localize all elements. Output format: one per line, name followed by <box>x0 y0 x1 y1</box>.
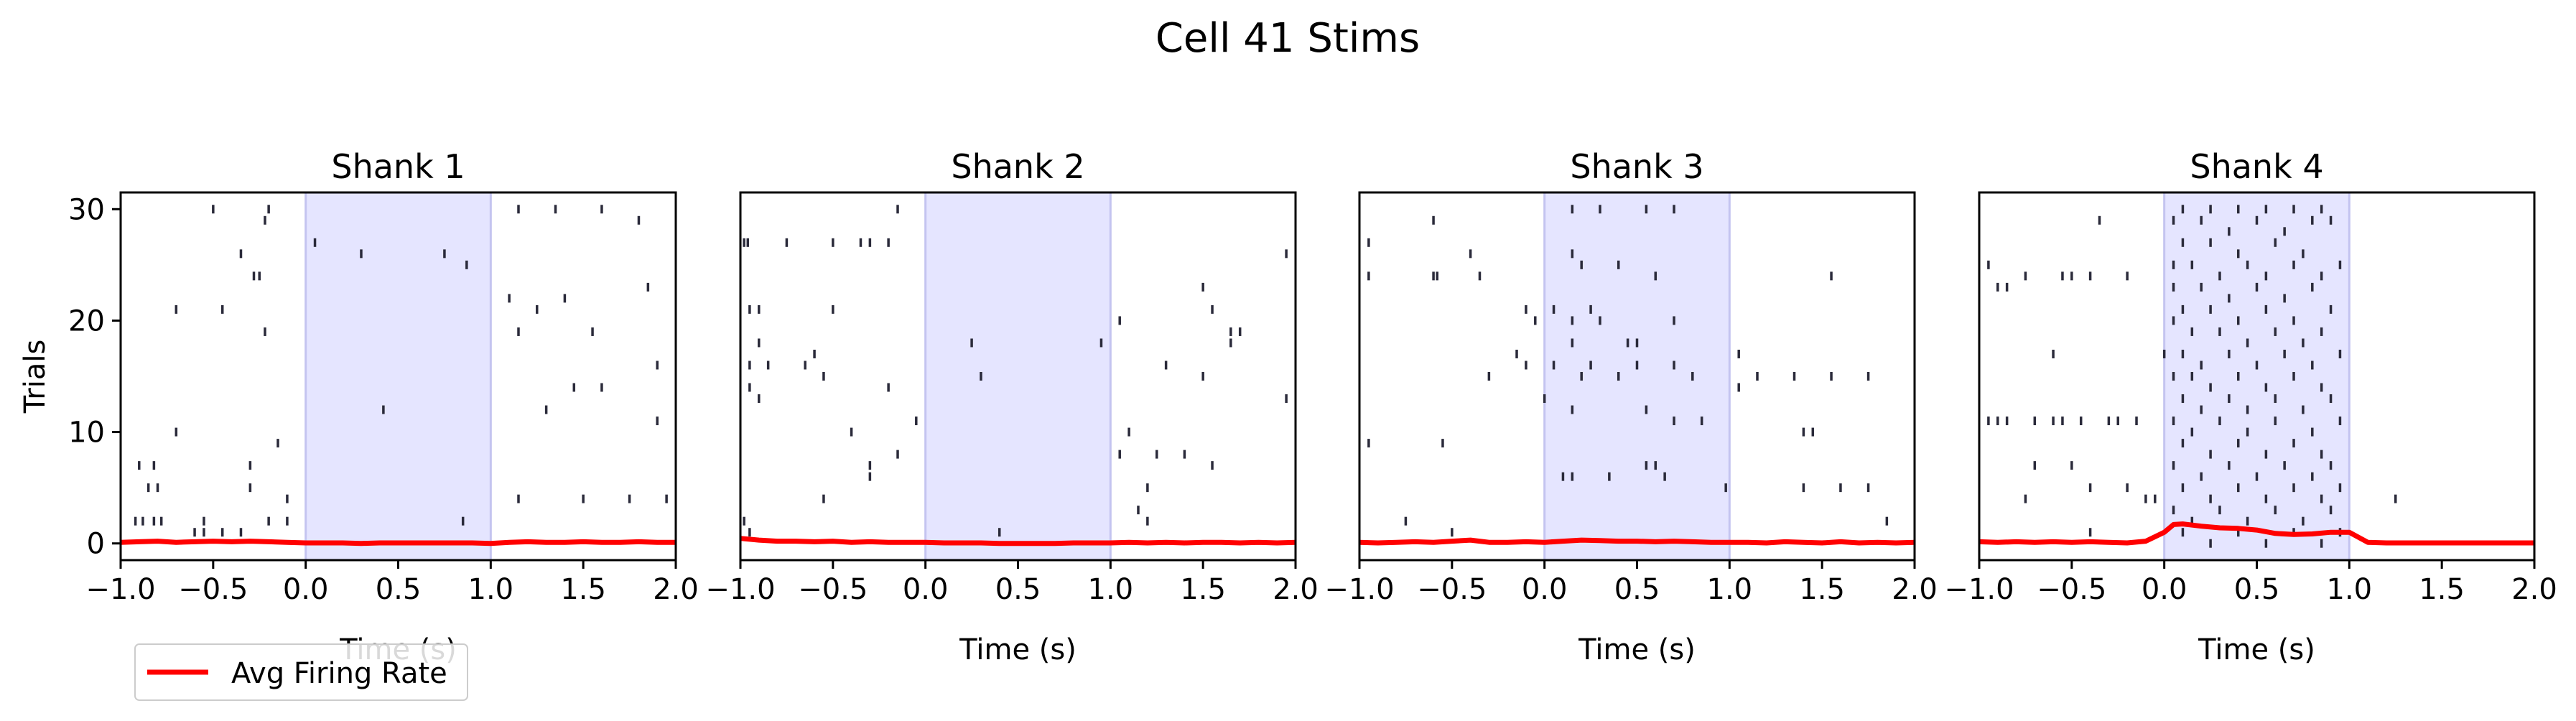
panel-4: Shank 4 −1.0 −0.5 0.0 0.5 1.0 1.5 2.0 Time (s) <box>1944 147 2557 666</box>
x-tick-label: 2.0 <box>1892 573 1938 606</box>
avg-firing-rate-line <box>120 539 676 546</box>
x-tick-label: 1.0 <box>1707 573 1753 606</box>
x-axis-label: Time (s) <box>1578 633 1696 666</box>
x-tick-label: 1.5 <box>1180 573 1226 606</box>
panel-1: Shank 1−1.0−0.50.00.51.01.52.00102030Tim… <box>19 147 699 666</box>
legend-label: Avg Firing Rate <box>231 657 447 690</box>
panel-title: Shank 4 <box>2190 147 2323 186</box>
x-tick-label: 1.5 <box>1799 573 1845 606</box>
x-tick-label: 2.0 <box>1273 573 1319 606</box>
stim-window-shade <box>924 191 1112 562</box>
x-tick-label: −0.5 <box>2037 573 2106 606</box>
avg-firing-rate-line <box>740 536 1296 546</box>
x-tick-label: 1.5 <box>560 573 606 606</box>
y-tick-label: 10 <box>68 417 105 450</box>
y-axis-label: Trials <box>19 340 52 414</box>
panel-2: Shank 2 −1.0 −0.5 0.0 0.5 1.0 1.5 2.0 Time (s) <box>705 147 1318 666</box>
x-tick-label: 0.5 <box>995 573 1041 606</box>
x-tick-label: −1.0 <box>705 573 775 606</box>
x-tick-label: −1.0 <box>1944 573 2014 606</box>
avg-firing-rate-line <box>1979 521 2534 546</box>
x-tick-label: −1.0 <box>1324 573 1394 606</box>
x-tick-label: 1.5 <box>2419 573 2465 606</box>
x-axis-label: Time (s) <box>2198 633 2315 666</box>
legend: Avg Firing Rate <box>134 643 468 701</box>
x-axis-label: Time (s) <box>959 633 1077 666</box>
figure-suptitle: Cell 41 Stims <box>1156 15 1420 62</box>
x-tick-label: 0.5 <box>1614 573 1660 606</box>
x-tick-label: −0.5 <box>798 573 868 606</box>
y-tick-label: 20 <box>68 304 105 338</box>
stim-window-shade <box>304 191 492 562</box>
x-tick-label: 1.0 <box>1088 573 1134 606</box>
y-tick-label: 0 <box>87 528 105 561</box>
x-tick-label: 0.0 <box>903 573 949 606</box>
x-tick-label: 0.0 <box>1522 573 1568 606</box>
x-tick-label: −1.0 <box>85 573 155 606</box>
legend-frame <box>134 643 468 701</box>
panel-title: Shank 2 <box>951 147 1084 186</box>
panel-title: Shank 3 <box>1570 147 1703 186</box>
x-tick-label: 1.0 <box>2327 573 2373 606</box>
x-tick-label: 0.0 <box>283 573 329 606</box>
avg-firing-rate-line <box>1359 537 1915 546</box>
panel-title: Shank 1 <box>331 147 465 186</box>
x-tick-label: 1.0 <box>468 573 514 606</box>
panels: Shank 1 −1.0 −0.5 0.0 0.5 1.0 1.5 2.0 0 10 20 30 Tim… <box>19 147 2557 666</box>
x-tick-label: 0.5 <box>2234 573 2280 606</box>
x-tick-label: 2.0 <box>2511 573 2557 606</box>
panel-3: Shank 3 −1.0 −0.5 0.0 0.5 1.0 1.5 2.0 Time (s) <box>1324 147 1937 666</box>
x-tick-label: 0.0 <box>2142 573 2187 606</box>
y-tick-label: 30 <box>68 193 105 226</box>
x-tick-label: −0.5 <box>178 573 248 606</box>
x-tick-label: 0.5 <box>376 573 422 606</box>
x-tick-label: −0.5 <box>1417 573 1487 606</box>
x-tick-label: 2.0 <box>653 573 699 606</box>
stim-window-shade <box>1543 191 1731 562</box>
